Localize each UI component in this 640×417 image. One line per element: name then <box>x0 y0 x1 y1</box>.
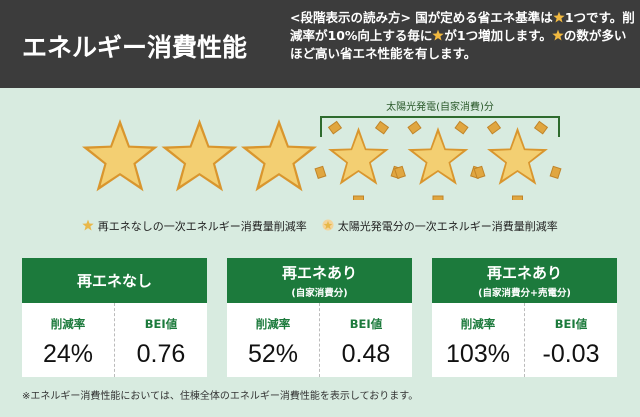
star-face <box>247 126 311 186</box>
star-face <box>492 133 543 181</box>
bei-value: 0.76 <box>136 340 186 368</box>
rate-value: 24% <box>42 340 94 368</box>
star <box>81 119 159 192</box>
bei-value: 0.48 <box>341 340 391 368</box>
rate-value: 103% <box>446 340 510 368</box>
sun-ray <box>473 165 486 179</box>
desc-text: の数が多いほど高い省エネ性能を有します。 <box>290 28 627 61</box>
legend-base: 再エネなしの一次エネルギー消費量削減率 <box>82 219 307 233</box>
card-header: 再エネあり (自家消費分) <box>227 258 412 303</box>
legend: 再エネなしの一次エネルギー消費量削減率 太陽光発電分の一次エネルギー消費量削減率 <box>0 218 640 234</box>
sun-ray <box>533 120 549 135</box>
legend-solar: 太陽光発電分の一次エネルギー消費量削減率 <box>322 219 558 233</box>
rate-label: 削減率 <box>255 317 291 331</box>
card-renewable-self: 再エネあり (自家消費分) 削減率 52% BEI値 0.48 <box>227 258 412 377</box>
solar-star <box>393 120 483 200</box>
star-face <box>413 133 463 181</box>
star-face <box>88 126 152 186</box>
card-title: 再エネなし <box>76 272 152 290</box>
header: エネルギー消費性能 <段階表示の読み方> 国が定める省エネ基準は 1つです。削減率… <box>0 0 640 88</box>
solar-star <box>314 120 403 200</box>
sun-ray <box>327 120 343 135</box>
star <box>240 119 318 192</box>
legend-base-label: 再エネなしの一次エネルギー消費量削減率 <box>97 220 307 233</box>
card-renewable-self-sell: 再エネあり (自家消費分+売電分) 削減率 103% BEI値 -0.03 <box>432 258 617 377</box>
desc-text: が1つ増加します。 <box>444 28 552 43</box>
bei-label: BEI値 <box>349 317 383 331</box>
star-icon <box>82 219 94 231</box>
star <box>161 119 238 192</box>
legend-solar-label: 太陽光発電分の一次エネルギー消費量削減率 <box>337 220 558 233</box>
card-subtitle: (自家消費分) <box>291 288 348 299</box>
footnote: ※エネルギー消費性能においては、住棟全体のエネルギー消費性能を表示しております。 <box>22 391 419 402</box>
star-icon <box>553 11 565 23</box>
card-header: 再エネなし <box>22 258 207 303</box>
bei-label: BEI値 <box>554 317 588 331</box>
rating-description: <段階表示の読み方> 国が定める省エネ基準は 1つです。削減率が10%向上する毎に… <box>290 9 635 63</box>
rate-label: 削減率 <box>50 317 86 331</box>
card-subtitle: (自家消費分+売電分) <box>478 288 571 299</box>
solar-star <box>473 120 562 200</box>
sun-ray <box>314 165 327 179</box>
star-rating <box>81 116 562 200</box>
card-no-renewable: 再エネなし 削減率 24% BEI値 0.76 <box>22 258 207 377</box>
rate-value: 52% <box>247 340 299 368</box>
star-icon <box>432 29 445 41</box>
sun-ray <box>549 165 562 179</box>
bei-value: -0.03 <box>542 340 600 368</box>
star-icon <box>552 29 564 41</box>
page-title: エネルギー消費性能 <box>22 33 248 62</box>
rate-label: 削減率 <box>460 317 496 331</box>
card-header: 再エネあり (自家消費分+売電分) <box>432 258 617 303</box>
sun-ray <box>407 120 422 135</box>
desc-text: <段階表示の読み方> 国が定める省エネ基準は <box>290 10 553 25</box>
star-face <box>168 126 231 186</box>
solar-bracket <box>320 116 560 137</box>
card-title: 再エネあり <box>281 264 357 282</box>
card-title: 再エネあり <box>486 264 562 282</box>
desc-text: 1つです。削減率が10%向上する毎に <box>290 10 635 43</box>
sun-ray <box>512 195 523 200</box>
sun-ray <box>432 195 444 200</box>
sun-star-icon <box>322 219 334 231</box>
sun-ray <box>486 120 502 135</box>
sun-ray <box>454 120 469 135</box>
star-face <box>333 133 384 181</box>
sun-ray <box>374 120 390 135</box>
sun-ray <box>353 195 364 200</box>
bei-label: BEI値 <box>144 317 178 331</box>
sun-ray <box>393 165 406 179</box>
solar-bracket-label: 太陽光発電(自家消費)分 <box>386 102 494 113</box>
